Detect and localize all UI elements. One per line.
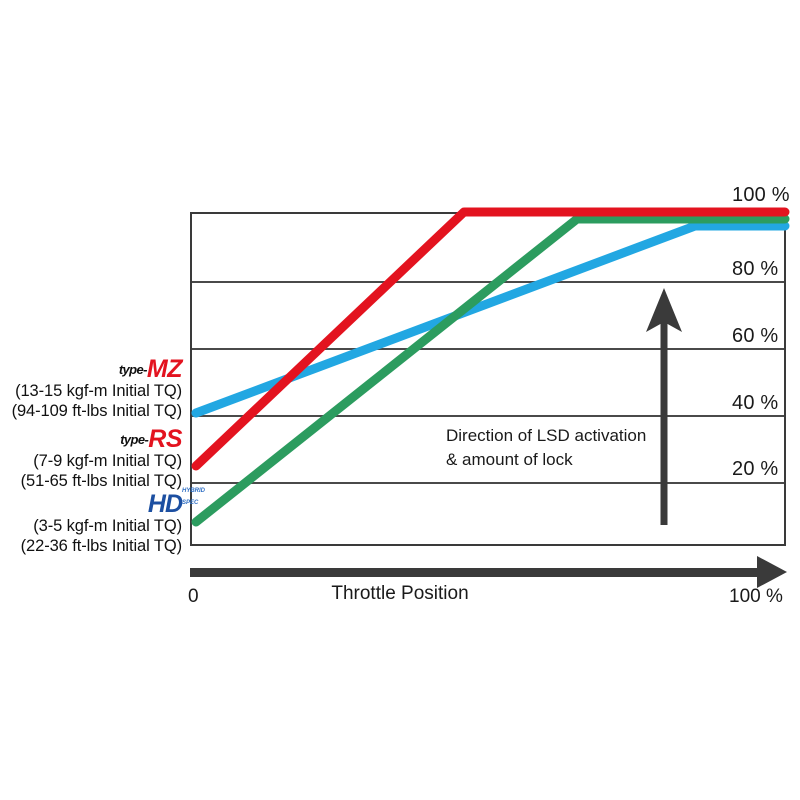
logo-type-rs: type-RS	[21, 425, 182, 453]
gridline	[192, 281, 784, 283]
y-axis-tick-60: 60 %	[732, 325, 779, 347]
y-axis-tick-20: 20 %	[732, 458, 779, 480]
logo-prefix-rs: type-	[120, 432, 149, 447]
x-axis-tick-max: 100 %	[729, 586, 783, 607]
legend-mz-line-2: (94-109 ft-lbs Initial TQ)	[11, 402, 183, 420]
y-axis-tick-100: 100 %	[732, 184, 790, 206]
logo-mark-hd: HD HYBRID SPEC	[147, 488, 205, 519]
logo-hd-subscript: SPEC	[182, 500, 199, 506]
logo-mark-mz: MZ	[146, 355, 183, 383]
legend-hd-line-1: (3-5 kgf-m Initial TQ)	[33, 517, 182, 535]
logo-hd: HD HYBRID SPEC	[21, 488, 205, 518]
logo-hd-text: HD	[147, 490, 183, 518]
annotation-line-1: Direction of LSD activation	[446, 426, 647, 445]
x-axis-tick-min: 0	[188, 586, 199, 607]
legend-rs-line-1: (7-9 kgf-m Initial TQ)	[33, 452, 182, 470]
logo-hd-superscript: HYBRID	[182, 488, 206, 494]
legend-item-mz: type-MZ (13-15 kgf-m Initial TQ) (94-109…	[11, 355, 183, 421]
annotation-line-2: & amount of lock	[446, 450, 573, 469]
y-axis-tick-80: 80 %	[732, 258, 779, 280]
legend-mz-line-1: (13-15 kgf-m Initial TQ)	[15, 382, 182, 400]
legend-item-hd: HD HYBRID SPEC (3-5 kgf-m Initial TQ) (2…	[20, 488, 205, 556]
x-axis-line	[190, 568, 760, 577]
plot-area	[190, 212, 786, 546]
legend-rs-line-2: (51-65 ft-lbs Initial TQ)	[20, 472, 182, 490]
x-axis-title: Throttle Position	[331, 583, 469, 604]
legend-hd-line-2: (22-36 ft-lbs Initial TQ)	[20, 537, 182, 555]
logo-mark-rs: RS	[148, 425, 182, 453]
gridline	[192, 482, 784, 484]
logo-prefix-mz: type-	[118, 362, 148, 377]
logo-type-mz: type-MZ	[12, 355, 183, 383]
legend-item-rs: type-RS (7-9 kgf-m Initial TQ) (51-65 ft…	[20, 425, 183, 491]
gridline	[192, 415, 784, 417]
gridline	[192, 348, 784, 350]
y-axis-tick-40: 40 %	[732, 392, 779, 414]
direction-annotation: Direction of LSD activation & amount of …	[446, 424, 646, 472]
x-axis-arrow-icon	[757, 556, 787, 588]
